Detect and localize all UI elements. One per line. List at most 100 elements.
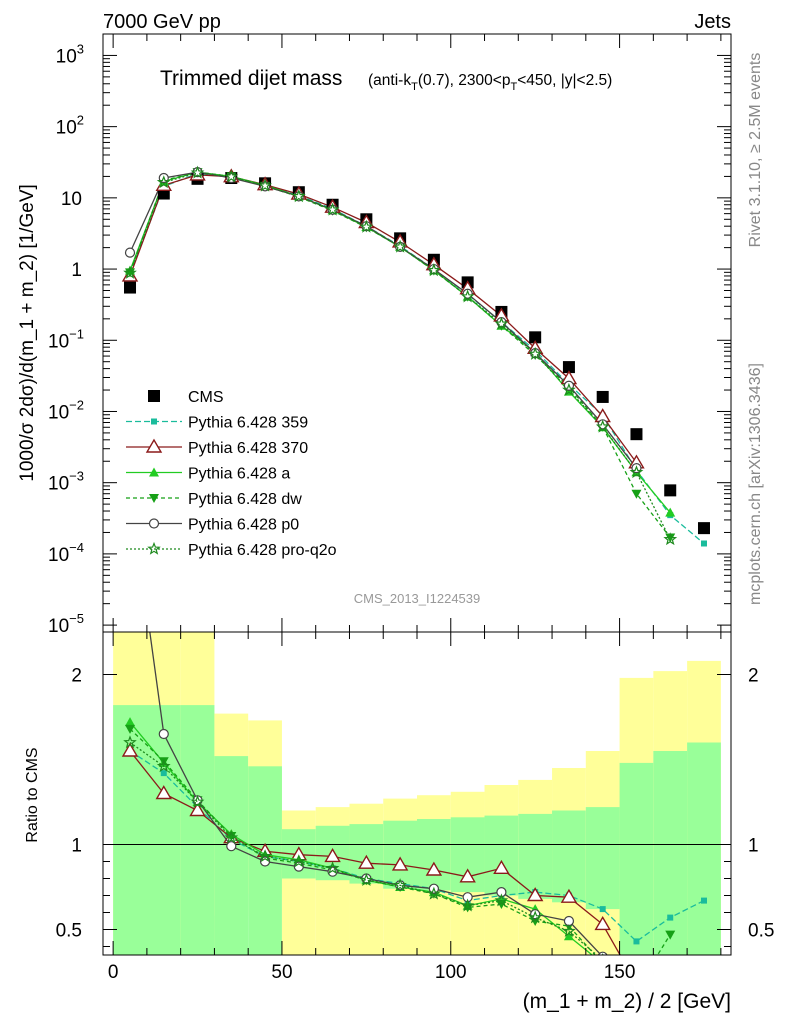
a-ratio-point bbox=[125, 717, 136, 727]
y-tick-label: 10−3 bbox=[48, 469, 84, 495]
analysis-watermark: CMS_2013_I1224539 bbox=[354, 591, 481, 606]
p0-ratio-point bbox=[226, 841, 237, 852]
green-band bbox=[687, 742, 721, 955]
data-point bbox=[630, 428, 643, 441]
proq2o-markers bbox=[123, 165, 678, 546]
rivet-label: Rivet 3.1.10, ≥ 2.5M events bbox=[747, 53, 764, 248]
a-point bbox=[665, 507, 676, 517]
proq2o-ratio-point bbox=[460, 898, 475, 912]
proq2o-point bbox=[325, 202, 340, 216]
dw-ratio-point bbox=[665, 930, 676, 940]
dw-point bbox=[665, 533, 676, 543]
p370-ratio-point bbox=[526, 887, 544, 902]
proq2o-ratio-point bbox=[190, 794, 205, 808]
proq2o-ratio-point bbox=[258, 849, 272, 863]
p359-line bbox=[129, 750, 705, 943]
p359-ratio-point bbox=[667, 914, 674, 921]
legend-marker bbox=[145, 438, 163, 453]
proq2o-ratio-point bbox=[359, 872, 374, 887]
legend: CMS Pythia 6.428 359 Pythia 6.428 370 Pythi… bbox=[126, 389, 337, 559]
p359-line bbox=[129, 172, 705, 544]
proq2o-point bbox=[359, 219, 374, 233]
proq2o-point bbox=[528, 346, 543, 360]
x-tick-label: 0 bbox=[108, 962, 119, 983]
proq2o-line bbox=[129, 172, 671, 540]
ratio-y-tick-label: 2 bbox=[71, 666, 82, 687]
proq2o-point bbox=[663, 532, 678, 546]
proq2o-point bbox=[460, 289, 475, 303]
x-tick-label: 50 bbox=[271, 962, 292, 983]
y-tick-label: 103 bbox=[56, 41, 84, 67]
y-tick-label: 102 bbox=[56, 113, 84, 139]
proq2o-ratio-point bbox=[562, 923, 576, 937]
proq2o-ratio-point bbox=[156, 759, 171, 773]
p359-ratio-point bbox=[633, 938, 640, 945]
green-band bbox=[653, 751, 688, 955]
data-point bbox=[529, 331, 542, 344]
p359-ratio-point bbox=[160, 770, 167, 777]
p359-ratio-point bbox=[599, 906, 606, 913]
data-point bbox=[124, 281, 137, 294]
dw-line bbox=[129, 171, 671, 538]
legend-marker bbox=[151, 418, 157, 425]
green-band bbox=[552, 810, 586, 903]
ratio-y-tick-label: 1 bbox=[71, 836, 82, 857]
a-markers bbox=[125, 167, 676, 517]
x-axis-label: (m_1 + m_2) / 2 [GeV] bbox=[523, 990, 731, 1013]
data-point bbox=[697, 522, 710, 535]
proq2o-ratio-point bbox=[528, 910, 543, 924]
legend-entry-proq2o: Pythia 6.428 pro-q2o bbox=[126, 541, 337, 559]
data-point bbox=[596, 390, 609, 403]
ratio-y-tick-label-right: 2 bbox=[748, 666, 759, 687]
legend-marker bbox=[149, 494, 159, 503]
proq2o-point bbox=[291, 189, 306, 203]
legend-label: Pythia 6.428 p0 bbox=[188, 517, 299, 534]
y-tick-label: 10−1 bbox=[48, 326, 84, 352]
ratio-y-tick-label: 0.5 bbox=[56, 921, 82, 942]
legend-marker bbox=[147, 541, 161, 555]
ratio-panel: 0.5 0.5 1 1 2 2 0 50 100 150 Ratio to CMS (m_1 + … bbox=[24, 631, 774, 1013]
legend-label: Pythia 6.428 359 bbox=[188, 415, 308, 432]
proq2o-point bbox=[190, 165, 205, 179]
p370-ratio-point bbox=[425, 861, 443, 876]
legend-entry-a: Pythia 6.428 a bbox=[126, 466, 290, 483]
a-line bbox=[129, 171, 671, 514]
x-tick-label: 100 bbox=[435, 962, 467, 983]
legend-label: Pythia 6.428 a bbox=[188, 466, 290, 483]
legend-label: Pythia 6.428 pro-q2o bbox=[188, 542, 337, 559]
proq2o-point bbox=[562, 382, 576, 396]
x-tick-label: 150 bbox=[604, 962, 636, 983]
p0-ratio-point bbox=[158, 728, 169, 740]
p370-ratio-point bbox=[560, 888, 578, 903]
proq2o-point bbox=[156, 175, 171, 189]
p370-ratio-point bbox=[358, 854, 375, 869]
proq2o-ratio-point bbox=[291, 854, 306, 868]
proq2o-point bbox=[595, 419, 610, 433]
p359-point bbox=[700, 540, 707, 547]
p370-ratio-markers bbox=[121, 742, 611, 931]
legend-entry-p0: Pythia 6.428 p0 bbox=[126, 517, 299, 534]
green-band bbox=[214, 756, 249, 955]
data-point bbox=[664, 484, 677, 497]
main-panel: 10−5 10−4 10−3 10−2 10−1 1 10 102 103 Trimmed di… bbox=[17, 33, 732, 637]
p370-ratio-point bbox=[493, 859, 510, 874]
plot-title: Trimmed dijet mass bbox=[160, 67, 342, 90]
p370-ratio-point bbox=[189, 802, 206, 817]
ratio-axes: 0.5 0.5 1 1 2 2 0 50 100 150 bbox=[56, 632, 774, 983]
proq2o-point bbox=[393, 239, 407, 253]
legend-label: Pythia 6.428 dw bbox=[188, 491, 302, 508]
dw-point bbox=[125, 268, 136, 278]
y-axis-label: 1000/σ 2dσ)/d(m_1 + m_2) [1/GeV] bbox=[17, 184, 38, 482]
green-band bbox=[113, 705, 181, 955]
proq2o-point bbox=[224, 169, 239, 183]
mcplots-label: mcplots.cern.ch [arXiv:1306.3436] bbox=[747, 363, 764, 605]
proq2o-ratio-point bbox=[427, 886, 441, 900]
proq2o-point bbox=[427, 263, 441, 277]
legend-marker bbox=[148, 518, 160, 529]
green-band bbox=[518, 813, 553, 899]
y-tick-label: 1 bbox=[71, 260, 82, 281]
p0-point bbox=[124, 247, 136, 258]
proq2o-point bbox=[258, 178, 272, 192]
p370-ratio-point bbox=[391, 856, 409, 871]
legend-entry-p359: Pythia 6.428 359 bbox=[126, 415, 308, 432]
